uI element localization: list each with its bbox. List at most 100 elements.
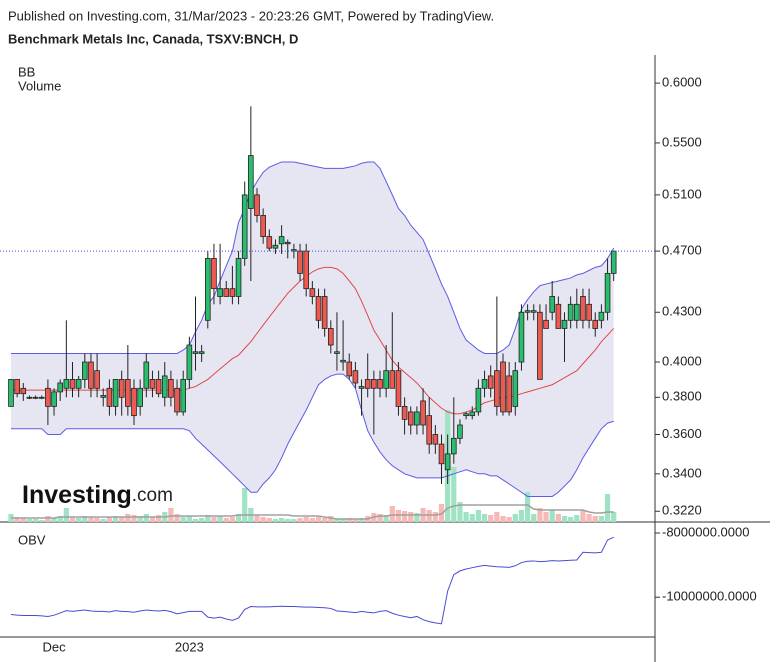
candle-body [235,258,242,297]
candle-body [530,310,537,313]
volume-bar [322,518,328,522]
candle-body [450,437,457,455]
candle-body [401,406,408,420]
logo: Investing.com [22,481,173,509]
volume-bar [168,508,174,522]
volume-bar [45,516,51,522]
candle-body [241,194,248,259]
volume-bar [561,516,568,522]
candle-body [82,361,88,380]
volume-bar [555,514,561,522]
candle-body [494,370,500,407]
candle-body [297,250,303,274]
volume-bar [500,516,506,522]
volume-bar [88,517,94,522]
volume-bar [137,516,143,522]
volume-bar [328,516,334,522]
candle-body [321,296,328,329]
volume-bar [358,518,365,522]
candle-body [389,370,396,389]
y-tick-label: -8000000.0000 [662,524,749,539]
volume-bar [463,512,469,522]
candle-body [75,379,82,389]
candle-body [518,311,525,363]
volume-bar [469,514,475,522]
candle-body [88,361,94,389]
candle-body [106,387,113,407]
candle-body [315,296,322,321]
volume-bar [254,515,260,522]
page-header: Published on Investing.com, 31/Mar/2023 … [8,8,494,23]
volume-bar [506,517,512,522]
volume-bar [568,517,574,522]
candle-body [395,370,402,407]
volume-bar [531,514,537,522]
candle-body [198,351,205,354]
candle-body [500,361,506,413]
candle-body [180,379,187,413]
volume-bar [481,514,488,522]
candle-body [574,303,580,321]
volume-bar [39,520,45,522]
volume-bar [475,510,481,522]
candle-body [260,215,266,237]
candle-body [407,411,414,426]
candle-body [204,258,211,321]
volume-bar [457,502,463,522]
candle-body [125,379,131,407]
candle-body [155,379,162,395]
candle-body [100,395,107,398]
chart-title: Benchmark Metals Inc, Canada, TSXV:BNCH,… [8,31,298,46]
candle-body [20,387,27,395]
candle-body [377,379,383,389]
candle-body [524,310,531,313]
volume-bar [352,519,358,522]
volume-bar [309,518,315,522]
candle-body [426,415,432,445]
volume-bar [377,514,383,522]
volume-bar [303,517,309,522]
candle-body [192,351,199,354]
volume-bar [586,514,592,522]
candle-body [254,194,260,216]
candle-body [45,387,51,407]
volume-bar [76,518,82,522]
volume-bar [94,518,100,522]
volume-bar [63,508,69,522]
candle-body [444,453,451,471]
candle-body [211,258,217,290]
y-tick-label: 0.3800 [662,389,702,404]
candle-body [272,244,279,249]
y-tick-label: 0.4300 [662,304,702,319]
candle-body [57,382,63,393]
volume-bar [279,518,285,522]
volume-bar [119,517,125,522]
volume-bar [598,516,604,522]
y-tick-label: 0.3400 [662,465,702,480]
volume-bar [156,515,162,522]
volume-bar [20,518,26,522]
candle-body [420,400,426,426]
candle-body [334,351,340,354]
volume-bar [340,519,346,522]
candle-body [487,375,494,389]
candle-body [543,319,549,329]
volume-bar [149,517,156,522]
candle-body [309,288,316,297]
candle-body [137,387,143,407]
y-tick-label: 0.5100 [662,186,702,201]
candle-body [610,250,617,274]
candle-body [414,411,420,426]
candle-body [217,288,223,297]
volume-bar [512,514,518,522]
candle-body [118,379,125,398]
candle-body [592,319,599,329]
candle-body [457,424,463,439]
volume-bar [51,518,57,522]
band-lower [11,373,614,497]
volume-bar [180,517,186,522]
volume-bar [574,515,580,522]
candle-body [352,370,359,384]
candle-body [131,387,137,417]
candle-body [186,344,193,380]
